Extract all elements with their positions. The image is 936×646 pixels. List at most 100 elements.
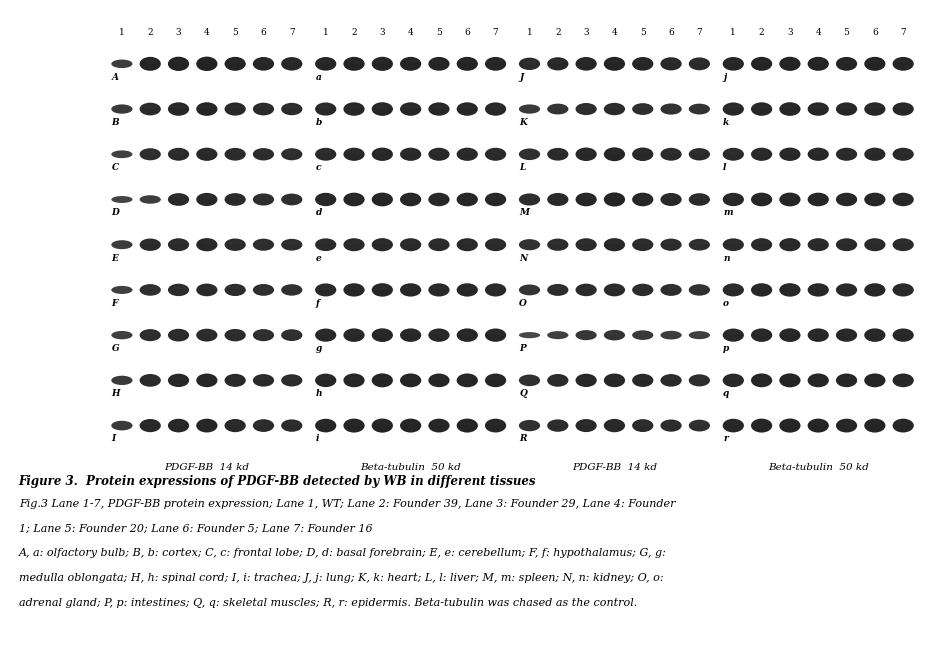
Ellipse shape: [400, 328, 421, 342]
Ellipse shape: [168, 148, 189, 161]
Ellipse shape: [663, 105, 678, 109]
Ellipse shape: [839, 194, 853, 200]
Ellipse shape: [691, 59, 706, 64]
Ellipse shape: [892, 148, 913, 161]
Ellipse shape: [314, 148, 336, 161]
Text: j: j: [723, 72, 725, 81]
Ellipse shape: [691, 240, 706, 245]
Ellipse shape: [225, 374, 245, 387]
Ellipse shape: [660, 374, 681, 387]
Ellipse shape: [779, 283, 799, 297]
Text: 4: 4: [611, 28, 617, 37]
Ellipse shape: [725, 331, 740, 335]
Ellipse shape: [521, 241, 536, 245]
Ellipse shape: [142, 331, 157, 335]
Text: J: J: [519, 72, 523, 81]
Ellipse shape: [691, 105, 706, 109]
Ellipse shape: [460, 150, 475, 154]
Text: 5: 5: [232, 28, 238, 37]
Ellipse shape: [400, 148, 421, 161]
Ellipse shape: [199, 59, 214, 64]
Ellipse shape: [111, 286, 132, 294]
Ellipse shape: [284, 376, 299, 380]
Ellipse shape: [460, 421, 475, 426]
Ellipse shape: [607, 59, 622, 64]
Text: 5: 5: [435, 28, 442, 37]
Ellipse shape: [281, 103, 302, 115]
Ellipse shape: [485, 328, 505, 342]
Ellipse shape: [431, 150, 446, 154]
Ellipse shape: [688, 239, 709, 251]
Ellipse shape: [549, 59, 564, 64]
Ellipse shape: [402, 59, 417, 64]
Text: 4: 4: [407, 28, 413, 37]
Ellipse shape: [660, 148, 681, 161]
Ellipse shape: [725, 240, 740, 245]
Text: 1: 1: [323, 28, 329, 37]
Ellipse shape: [343, 193, 364, 206]
Ellipse shape: [139, 374, 161, 387]
Ellipse shape: [547, 57, 568, 70]
Ellipse shape: [578, 149, 592, 154]
Ellipse shape: [114, 152, 129, 154]
Ellipse shape: [663, 59, 678, 64]
Ellipse shape: [456, 57, 477, 71]
Text: O: O: [519, 298, 527, 307]
Text: Beta-tubulin  50 kd: Beta-tubulin 50 kd: [767, 463, 868, 472]
Ellipse shape: [863, 148, 885, 161]
Ellipse shape: [753, 240, 768, 245]
Ellipse shape: [892, 57, 913, 70]
Ellipse shape: [142, 286, 157, 290]
Ellipse shape: [753, 330, 768, 335]
Ellipse shape: [750, 419, 771, 433]
Ellipse shape: [779, 419, 799, 433]
Ellipse shape: [343, 419, 364, 433]
Ellipse shape: [725, 375, 740, 380]
Ellipse shape: [603, 193, 624, 207]
Ellipse shape: [314, 284, 336, 297]
Ellipse shape: [607, 286, 622, 290]
Ellipse shape: [256, 59, 271, 64]
Ellipse shape: [428, 148, 449, 161]
Text: o: o: [723, 298, 728, 307]
Ellipse shape: [835, 373, 856, 387]
Ellipse shape: [256, 105, 271, 109]
Ellipse shape: [402, 375, 417, 380]
Ellipse shape: [863, 238, 885, 251]
Ellipse shape: [578, 240, 592, 245]
Ellipse shape: [199, 331, 214, 335]
Ellipse shape: [281, 419, 302, 432]
Ellipse shape: [488, 59, 503, 64]
Ellipse shape: [863, 193, 885, 206]
Ellipse shape: [428, 328, 449, 342]
Ellipse shape: [603, 103, 624, 115]
Ellipse shape: [895, 286, 910, 290]
Ellipse shape: [782, 59, 797, 64]
Ellipse shape: [256, 286, 271, 290]
Ellipse shape: [346, 240, 361, 245]
Text: 7: 7: [288, 28, 294, 37]
Ellipse shape: [575, 330, 596, 340]
Text: 6: 6: [871, 28, 877, 37]
Ellipse shape: [456, 238, 477, 251]
Ellipse shape: [895, 194, 910, 200]
Ellipse shape: [663, 286, 678, 290]
Ellipse shape: [691, 195, 706, 200]
Ellipse shape: [722, 148, 743, 161]
Ellipse shape: [225, 329, 245, 341]
Ellipse shape: [460, 194, 475, 200]
Ellipse shape: [281, 239, 302, 251]
Text: 7: 7: [492, 28, 498, 37]
Ellipse shape: [835, 284, 856, 297]
Ellipse shape: [779, 238, 799, 251]
Ellipse shape: [632, 330, 652, 340]
Ellipse shape: [895, 104, 910, 109]
Ellipse shape: [753, 104, 768, 109]
Ellipse shape: [400, 283, 421, 297]
Ellipse shape: [225, 103, 245, 116]
Ellipse shape: [343, 373, 364, 387]
Ellipse shape: [660, 284, 681, 296]
Ellipse shape: [750, 328, 771, 342]
Ellipse shape: [314, 238, 336, 251]
Ellipse shape: [578, 331, 592, 335]
